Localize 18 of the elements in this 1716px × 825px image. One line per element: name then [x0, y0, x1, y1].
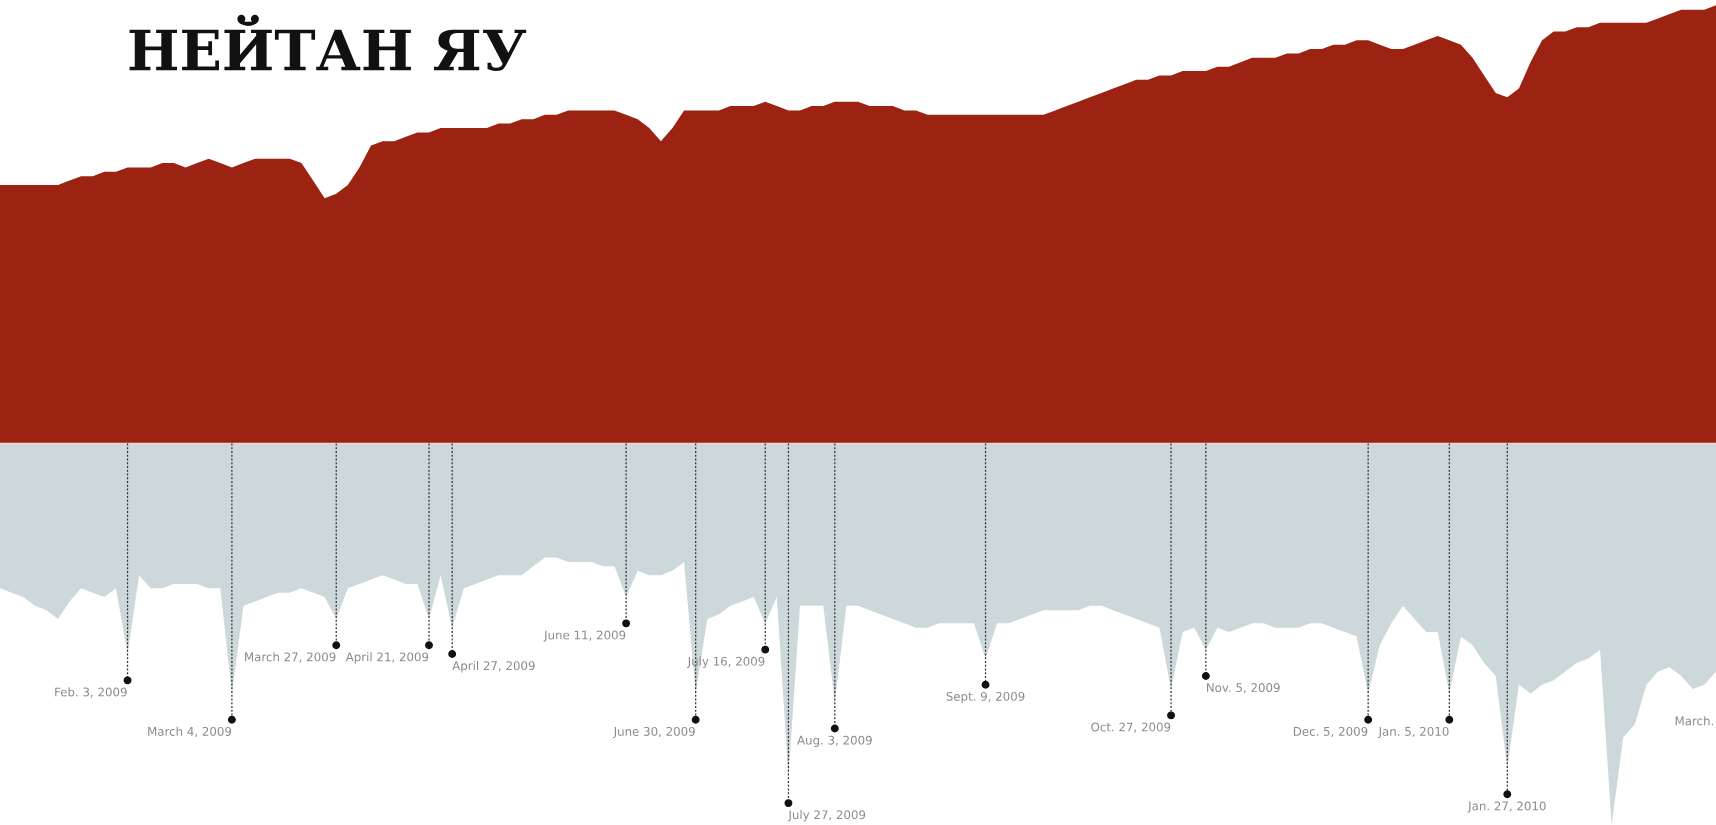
annotation: March 4, 2009 — [148, 726, 232, 738]
annotation: Sept. 9, 2009 — [946, 691, 1025, 704]
annotation: June 11, 2009 — [543, 630, 626, 642]
annotation: April 27, 2009 — [452, 660, 535, 673]
annotation: Feb. 3, 2009 — [55, 687, 127, 698]
annotation: Jan. 5, 2010 — [1377, 726, 1449, 739]
annotation: April 21, 2009 — [345, 652, 429, 664]
annotation: Dec. 5, 2009 — [1293, 726, 1368, 738]
annotation: Jan. 27, 2010 — [1467, 801, 1546, 813]
annotation: July 16, 2009 — [687, 656, 765, 669]
annotation: March 27, 2009 — [245, 652, 336, 663]
annotation: Oct. 27, 2009 — [1091, 722, 1171, 733]
annotation: June 30, 2009 — [613, 726, 695, 739]
chart-title: НЕЙТАН ЯУ — [129, 14, 527, 71]
annotation: Nov. 5, 2009 — [1207, 683, 1280, 694]
annotation: July 27, 2009 — [787, 810, 866, 822]
annotation: Aug. 3, 2009 — [797, 735, 872, 747]
annotation: March. — [1675, 716, 1714, 726]
